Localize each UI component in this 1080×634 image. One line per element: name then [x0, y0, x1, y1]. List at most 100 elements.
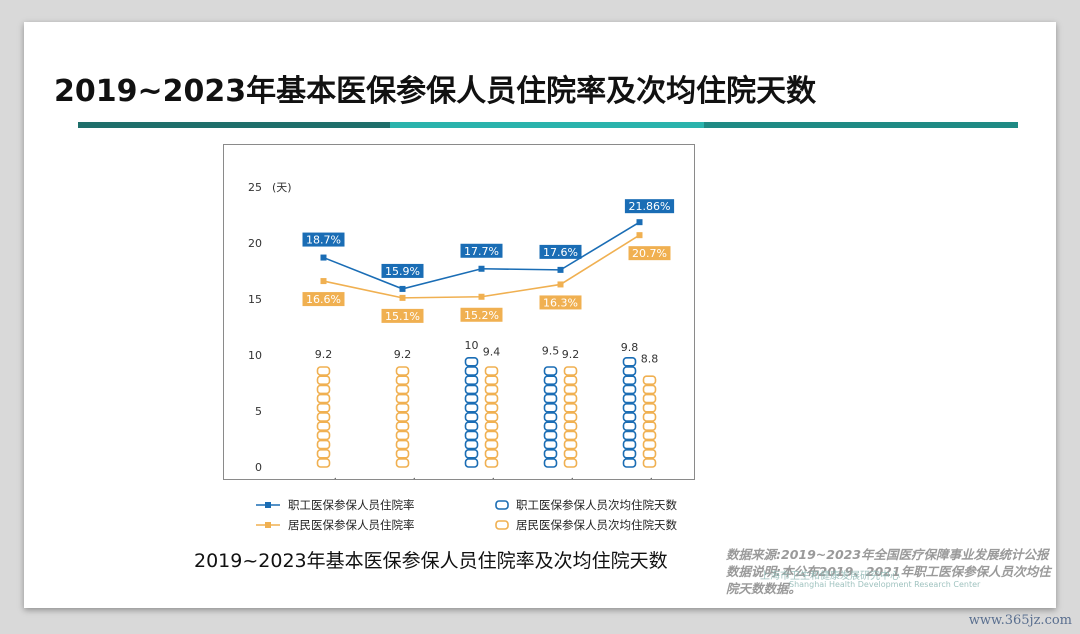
bar-seat-unit [395, 430, 410, 441]
watermark-org: 上海市卫生和健康发展研究中心 [760, 571, 900, 582]
line-point [636, 219, 643, 226]
y-tick-label: 15 [248, 293, 262, 306]
bar-seat-unit [395, 366, 410, 376]
slide: 2019~2023年基本医保参保人员住院率及次均住院天数 0 5 10 15 20 25 (… [24, 22, 1056, 608]
data-label: 16.3% [543, 296, 578, 309]
bar-seat-unit [395, 448, 410, 459]
bar-seat-unit [622, 393, 637, 404]
bar-seat-unit [622, 412, 637, 422]
data-label: 16.6% [306, 293, 341, 306]
legend-label: 职工医保参保人员住院率 [288, 498, 415, 512]
line-point [557, 281, 564, 288]
bar-seat-unit [563, 458, 578, 468]
bar-seat-unit [316, 393, 331, 404]
bar-seat-unit [316, 430, 331, 441]
bar-seat-unit [622, 366, 637, 376]
bar-seat-unit [543, 366, 558, 376]
bar-seat-unit [316, 458, 331, 468]
title-rule-segment [390, 122, 704, 128]
chart-svg: 0 5 10 15 20 25 (天) 2019年 2020年 2021年 2022年 2023年 9.… [248, 181, 675, 490]
legend-item: 居民医保参保人员次均住院天数 [494, 517, 677, 533]
bar-value-label: 8.8 [641, 352, 659, 365]
bar-seat-unit [642, 430, 657, 441]
bar-seat-unit [563, 402, 578, 413]
x-tick-label: 2022年 [541, 476, 580, 479]
legend-label: 居民医保参保人员住院率 [288, 518, 415, 532]
bar-seat-unit [395, 439, 410, 450]
bar [484, 366, 499, 468]
bar [316, 366, 331, 468]
bar-seat-unit [543, 412, 558, 422]
data-label: 15.2% [464, 309, 499, 322]
page-title: 2019~2023年基本医保参保人员住院率及次均住院天数 [54, 74, 817, 109]
bar-seat-unit [642, 375, 657, 385]
bar-seat-unit [484, 412, 499, 422]
bar-seat-unit [484, 448, 499, 459]
bar [543, 366, 558, 468]
line-point [320, 254, 327, 261]
bar-value-label: 9.2 [562, 348, 580, 361]
bar-seat-unit [622, 357, 637, 367]
y-tick-label: 10 [248, 349, 262, 362]
bar-seat-unit [622, 402, 637, 413]
bar-seat-unit [484, 402, 499, 413]
bar-seat-unit [316, 402, 331, 413]
data-label-box [302, 292, 345, 307]
bar-seat-unit [316, 384, 331, 395]
bar-seat-unit [563, 384, 578, 395]
bar [642, 375, 657, 468]
bar-seat-unit [622, 384, 637, 395]
bar-seat-unit [395, 402, 410, 413]
bar-seat-unit [464, 412, 479, 422]
bar-seat-unit [642, 421, 657, 432]
bar-seat-unit [563, 393, 578, 404]
bar-seat-unit [543, 375, 558, 385]
bar-seat-unit [563, 412, 578, 422]
data-label: 15.9% [385, 265, 420, 278]
data-label: 15.1% [385, 310, 420, 323]
legend-label: 职工医保参保人员次均住院天数 [516, 498, 677, 512]
bar-seat-unit [484, 393, 499, 404]
legend-seat-icon [495, 520, 509, 530]
bar-seat-unit [395, 393, 410, 404]
bar-seat-unit [622, 458, 637, 468]
data-label: 18.7% [306, 234, 341, 247]
bar-seat-unit [543, 384, 558, 395]
x-tick-label: 2021年 [462, 476, 501, 479]
legend-label: 居民医保参保人员次均住院天数 [516, 518, 677, 532]
bar-seat-unit [464, 439, 479, 450]
bar-value-label: 10 [465, 339, 479, 352]
bar-seat-unit [622, 375, 637, 385]
data-label: 17.7% [464, 245, 499, 258]
line-point [399, 285, 406, 292]
bar [622, 357, 637, 468]
x-tick-label: 2020年 [383, 476, 422, 479]
y-axis-unit: (天) [272, 181, 292, 194]
bar-seat-unit [622, 439, 637, 450]
bar-seat-unit [543, 439, 558, 450]
watermark-org-en: Shanghai Health Development Research Cen… [789, 580, 981, 589]
bar-seat-unit [622, 448, 637, 459]
bar-seat-unit [543, 430, 558, 441]
bar-seat-unit [642, 393, 657, 404]
bar [464, 357, 479, 468]
line-point [320, 278, 327, 285]
legend-item: 职工医保参保人员次均住院天数 [494, 497, 677, 513]
line-point [557, 266, 564, 273]
data-label-box [628, 246, 671, 261]
bar-seat-unit [464, 366, 479, 376]
data-label-box [539, 244, 582, 259]
bar-seat-unit [543, 421, 558, 432]
data-label: 21.86% [629, 200, 671, 213]
bar-seat-unit [543, 448, 558, 459]
bar-seat-unit [484, 384, 499, 395]
data-label-box [381, 308, 424, 323]
data-label-box [460, 307, 503, 322]
bar-seat-unit [622, 421, 637, 432]
bar-value-label: 9.2 [315, 348, 333, 361]
bar-seat-unit [464, 384, 479, 395]
bar-seat-unit [484, 366, 499, 376]
bar-seat-unit [395, 421, 410, 432]
data-label-box [381, 263, 424, 278]
bar-seat-unit [642, 439, 657, 450]
